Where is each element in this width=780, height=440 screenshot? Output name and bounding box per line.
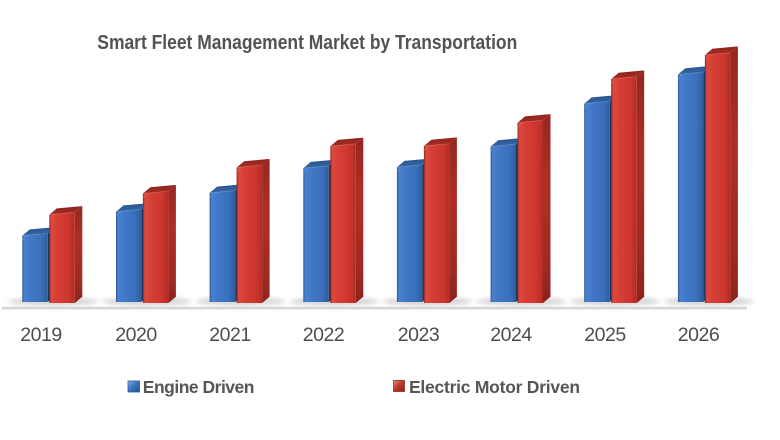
svg-text:2020: 2020 (115, 324, 157, 346)
svg-text:Electric Motor Driven: Electric Motor Driven (409, 377, 580, 397)
svg-text:2021: 2021 (209, 324, 250, 346)
svg-text:Smart Fleet Management Market: Smart Fleet Management Market by Transpo… (97, 31, 517, 53)
svg-text:2025: 2025 (584, 324, 626, 346)
svg-text:2022: 2022 (303, 324, 344, 346)
svg-text:Engine Driven: Engine Driven (143, 377, 254, 397)
svg-text:2024: 2024 (490, 324, 532, 346)
svg-text:2023: 2023 (398, 324, 439, 346)
svg-text:2026: 2026 (678, 324, 719, 346)
svg-text:2019: 2019 (20, 324, 61, 346)
